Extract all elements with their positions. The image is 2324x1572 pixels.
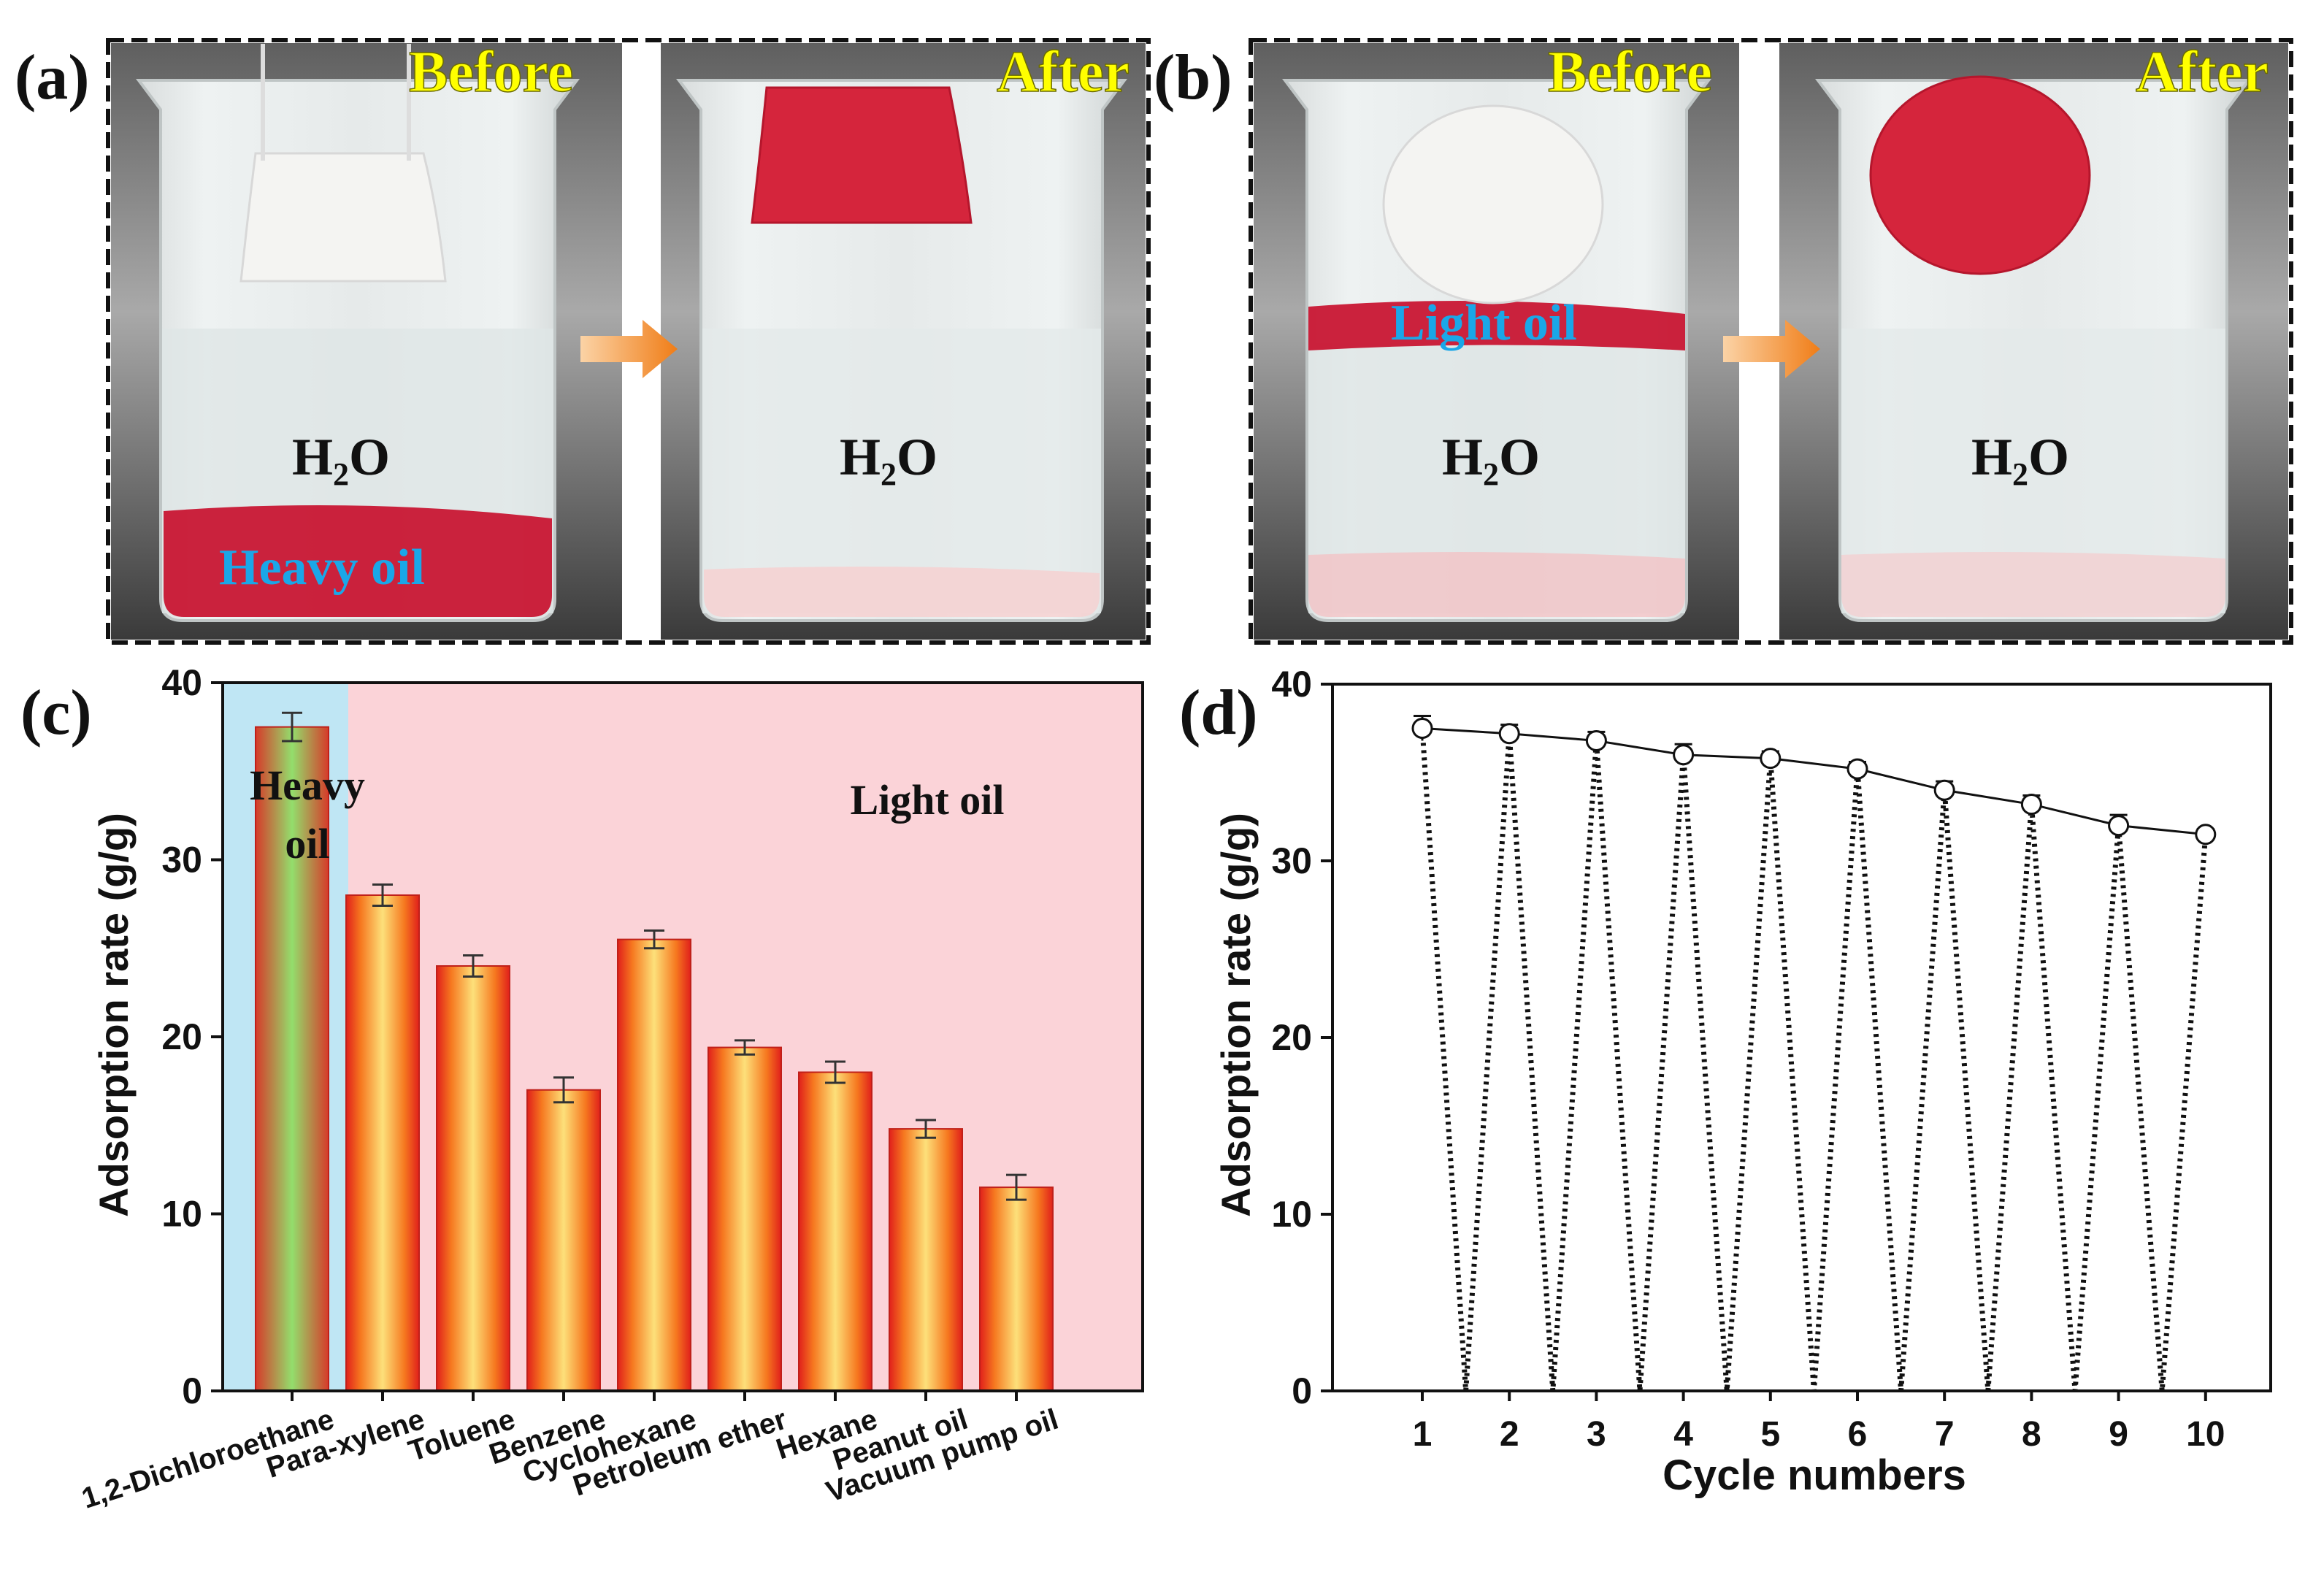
x-tick-label-3: 3 (1587, 1415, 1606, 1454)
chart-c: (c) 0 10 20 30 40 1,2-DichloroethanePara-xyl… (20, 662, 1144, 1515)
data-point-1 (1411, 718, 1433, 739)
bar-2 (345, 894, 420, 1392)
y-axis-label-c: Adsorption rate (g/g) (91, 813, 137, 1217)
arrow-right-b (1723, 320, 1820, 378)
sponge-red-round (1869, 75, 2091, 275)
annotation-heavy-oil-line-1: Heavy (250, 762, 365, 809)
x-tick-label-6: 6 (1848, 1415, 1868, 1454)
y-tick-label-1: 10 (1271, 1194, 1312, 1235)
beaker-b-after (1815, 75, 2252, 622)
before-label-a: Before (409, 40, 573, 104)
y-tick-label-2: 20 (161, 1016, 202, 1057)
light-oil-layer (1308, 301, 1685, 350)
water-label-a-before: H2O (292, 428, 390, 492)
beaker-a-after (676, 79, 1127, 622)
panel-b-label: (b) (1154, 42, 1232, 113)
after-label-b: After (2136, 40, 2269, 104)
x-tick-label-8: 8 (2022, 1415, 2041, 1454)
bar-8 (889, 1128, 963, 1392)
y-axis-ticks: 0 10 20 30 40 (1271, 664, 1332, 1411)
bar-3 (436, 965, 510, 1392)
x-axis-labels: 1,2-DichloroethanePara-xyleneTolueneBenz… (78, 1391, 1062, 1515)
bar-series (255, 726, 1054, 1392)
y-tick-label-3: 30 (1271, 840, 1312, 881)
x-tick-label-10: 10 (2186, 1415, 2225, 1454)
sponge-white-round (1382, 104, 1604, 304)
data-point-2 (1498, 723, 1520, 745)
y-tick-label-0: 0 (182, 1370, 202, 1411)
data-point-4 (1673, 744, 1695, 766)
data-point-7 (1933, 779, 1955, 801)
x-tick-label-2: 2 (1500, 1415, 1519, 1454)
region-annotations: Heavy oil Light oil (250, 762, 1004, 867)
cycle-zigzag-dotted-line (1419, 728, 2209, 1392)
panel-a-label: (a) (15, 42, 90, 113)
beaker-b-before (1282, 79, 1711, 622)
arrow-right-a (580, 320, 678, 378)
data-point-6 (1846, 758, 1868, 780)
light-oil-label: Light oil (1391, 295, 1577, 351)
panel-c-label: (c) (20, 678, 92, 748)
y-tick-label-4: 40 (1271, 664, 1312, 705)
water-label-b-before: H2O (1442, 428, 1540, 492)
heavy-oil-layer (164, 505, 552, 617)
bar-9 (979, 1186, 1054, 1392)
x-tick-label-4: 4 (1673, 1415, 1693, 1454)
data-point-8 (2020, 794, 2042, 816)
data-point-3 (1585, 729, 1607, 751)
line-series (1411, 715, 2217, 1392)
panel-d-label: (d) (1179, 678, 1258, 748)
data-point-5 (1760, 748, 1782, 770)
heavy-oil-label: Heavy oil (219, 540, 425, 596)
bar-5 (617, 938, 691, 1392)
sponge-white (239, 152, 447, 283)
before-label-b: Before (1548, 40, 1712, 104)
y-axis-ticks: 0 10 20 30 40 (161, 662, 223, 1411)
y-tick-label-2: 20 (1271, 1017, 1312, 1058)
x-tick-label-5: 5 (1760, 1415, 1780, 1454)
plot-frame-d (1331, 683, 2272, 1392)
water-label-b-after: H2O (1971, 428, 2069, 492)
y-tick-label-3: 30 (161, 840, 202, 881)
annotation-light-oil: Light oil (850, 776, 1004, 824)
after-label-a: After (997, 40, 1130, 104)
data-point-10 (2195, 824, 2217, 846)
y-tick-label-0: 0 (1292, 1370, 1312, 1411)
y-tick-label-1: 10 (161, 1194, 202, 1235)
water-label-a-after: H2O (840, 428, 937, 492)
x-axis-label-d: Cycle numbers (1663, 1452, 1966, 1499)
error-bars (282, 711, 1027, 1201)
y-axis-label-d: Adsorption rate (g/g) (1213, 813, 1259, 1217)
sponge-red (751, 86, 973, 224)
beaker-a-before (136, 44, 580, 622)
photo-panels: (a) (b) Before After Before After H2O H2… (15, 38, 2293, 645)
chart-d: (d) 0 10 20 30 40 1 2 3 4 5 6 7 8 9 10 Adsorption rat… (1179, 664, 2272, 1499)
annotation-heavy-oil-line-2: oil (285, 820, 329, 867)
capacity-trend-line (1422, 727, 2206, 836)
data-point-9 (2108, 815, 2130, 837)
y-tick-label-4: 40 (161, 662, 202, 703)
bar-7 (798, 1071, 873, 1392)
x-axis-ticks: 1 2 3 4 5 6 7 8 9 10 (1413, 1391, 2225, 1454)
x-tick-label-7: 7 (1935, 1415, 1955, 1454)
x-tick-label-9: 9 (2109, 1415, 2128, 1454)
x-tick-label-1: 1 (1413, 1415, 1433, 1454)
bar-6 (707, 1046, 782, 1392)
bar-4 (526, 1089, 601, 1392)
